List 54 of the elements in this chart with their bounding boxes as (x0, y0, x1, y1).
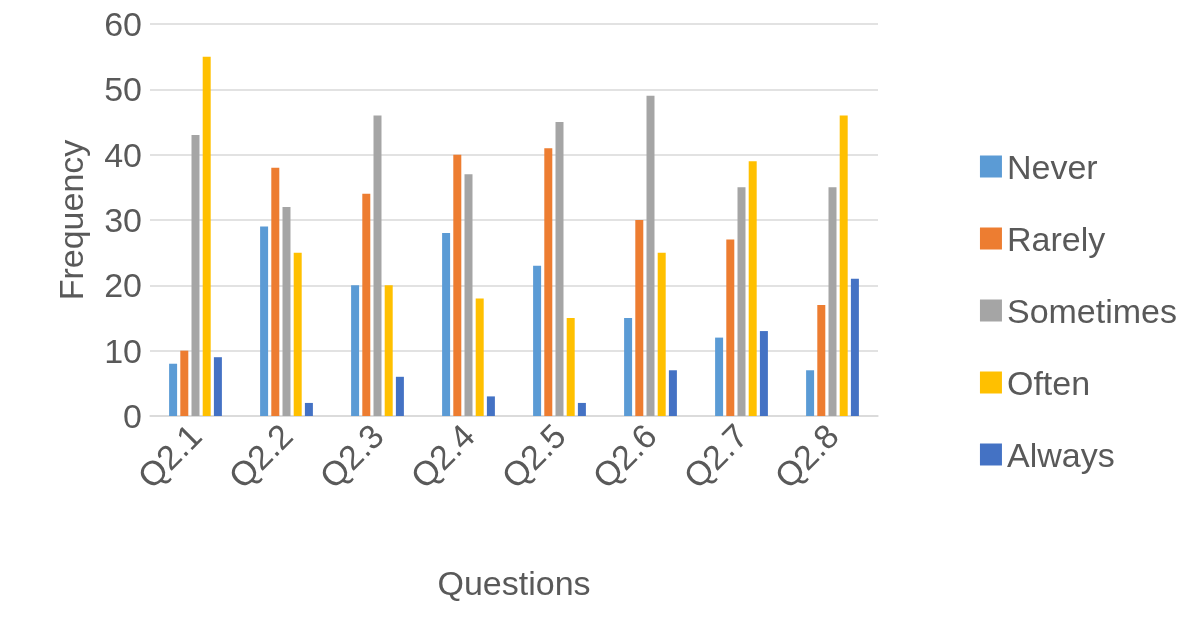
bar (635, 220, 644, 416)
legend-label: Never (1006, 147, 1098, 186)
bar (486, 396, 495, 416)
bar (271, 167, 280, 416)
y-tick-label: 40 (104, 135, 142, 174)
bar (304, 402, 313, 416)
bar (453, 154, 462, 416)
bar (260, 226, 269, 416)
bar (533, 265, 542, 416)
bar (169, 363, 178, 416)
bar (202, 56, 211, 416)
legend-label: Sometimes (1006, 291, 1178, 330)
bar (668, 370, 677, 416)
bar (646, 95, 655, 416)
bar (475, 298, 484, 416)
y-tick-label: 30 (104, 201, 142, 239)
bar (544, 148, 553, 416)
bar (373, 115, 382, 416)
bar (737, 187, 746, 416)
bar (293, 252, 302, 416)
bar (828, 187, 837, 416)
bar (726, 239, 735, 416)
bar (351, 285, 360, 416)
bar (384, 285, 393, 416)
bar (180, 350, 189, 416)
bar (839, 115, 848, 416)
y-tick-label: 20 (104, 266, 142, 305)
bar (715, 337, 724, 416)
bar (577, 402, 586, 416)
bar (191, 135, 200, 416)
y-tick-label: 10 (104, 331, 142, 370)
legend-label: Often (1006, 363, 1091, 402)
bar (624, 318, 633, 416)
bar (748, 161, 757, 416)
bar (213, 357, 222, 416)
legend-label: Always (1006, 435, 1115, 474)
bar (806, 370, 815, 416)
x-axis-title: Questions (437, 564, 591, 602)
bar (442, 233, 451, 416)
bar (464, 174, 473, 416)
bar (362, 193, 371, 416)
y-tick-label: 50 (104, 70, 142, 109)
y-tick-label: 60 (104, 5, 142, 43)
y-tick-label: 0 (123, 397, 142, 435)
legend-label: Rarely (1006, 219, 1106, 258)
bar (395, 376, 404, 416)
bar (555, 122, 564, 416)
bar (850, 278, 859, 416)
bar (566, 318, 575, 416)
bar (282, 206, 291, 416)
y-axis-title: Frequency (52, 139, 90, 301)
bar (657, 252, 666, 416)
bar (817, 304, 826, 416)
bar (759, 331, 768, 416)
